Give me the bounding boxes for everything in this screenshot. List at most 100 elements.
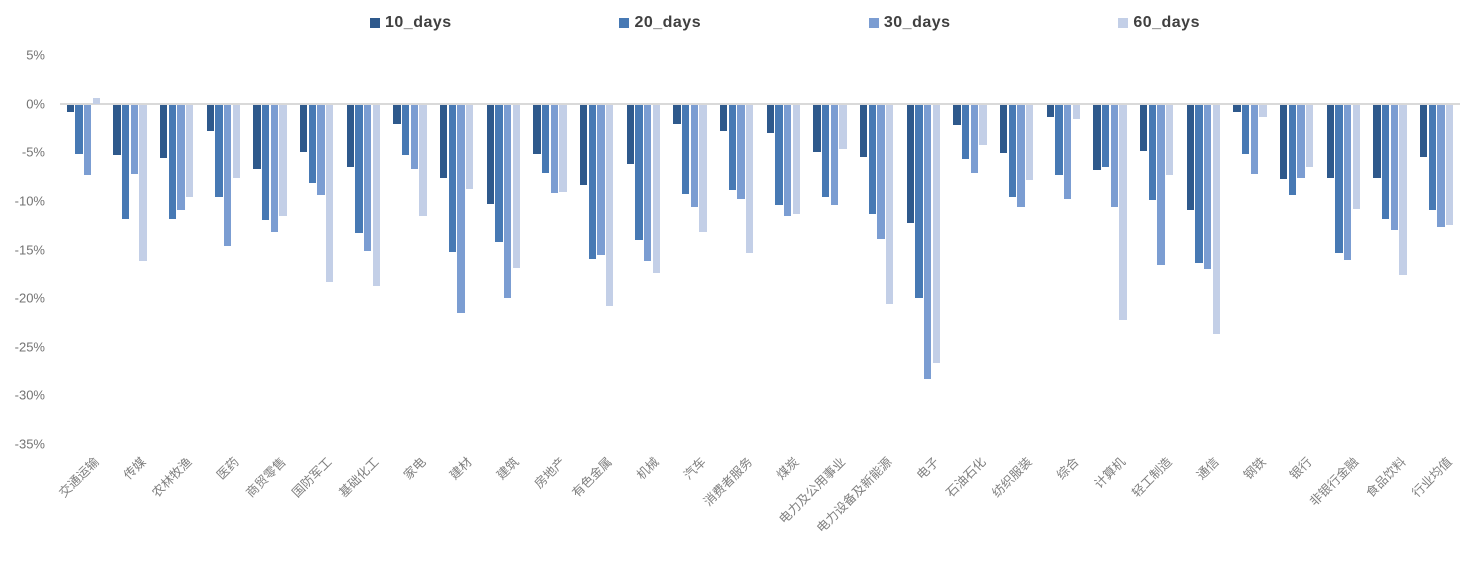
bar-60_days-基础化工 bbox=[372, 104, 381, 287]
bar-30_days-有色金属 bbox=[597, 104, 605, 256]
bar-10_days-农林牧渔 bbox=[159, 104, 168, 159]
bar-30_days-商贸零售 bbox=[270, 104, 279, 232]
bar-60_days-电力设备及新能源 bbox=[885, 104, 894, 304]
bar-30_days-建筑 bbox=[503, 104, 512, 299]
x-axis-label: 计算机 bbox=[1091, 454, 1129, 492]
x-axis-label: 钢铁 bbox=[1240, 454, 1269, 483]
bar-60_days-轻工制造 bbox=[1165, 104, 1174, 175]
bar-30_days-行业均值 bbox=[1437, 104, 1445, 228]
x-axis: 交通运输 传媒 农林牧渔 医药 商贸零售 国防军工 基础化工 家电 建材 建筑 房地产 有色金属 机械汽… bbox=[56, 448, 1460, 564]
bar-10_days-医药 bbox=[206, 104, 215, 131]
bar-10_days-行业均值 bbox=[1419, 104, 1428, 158]
x-axis-label: 机械 bbox=[634, 454, 662, 483]
bar-60_days-石油石化 bbox=[979, 104, 987, 146]
bar-10_days-有色金属 bbox=[579, 104, 588, 186]
bar-20_days-商贸零售 bbox=[261, 104, 270, 221]
y-axis-tick-label: 0% bbox=[26, 96, 45, 112]
bar-60_days-商贸零售 bbox=[279, 104, 287, 217]
bar-10_days-建筑 bbox=[486, 104, 495, 204]
bar-60_days-建筑 bbox=[512, 104, 521, 268]
legend-label: 60_days bbox=[1133, 14, 1200, 31]
bar-20_days-综合 bbox=[1055, 104, 1063, 175]
bar-30_days-银行 bbox=[1297, 104, 1305, 178]
bar-10_days-计算机 bbox=[1093, 104, 1101, 170]
bar-30_days-计算机 bbox=[1110, 104, 1119, 207]
bar-30_days-煤炭 bbox=[783, 104, 792, 217]
bar-60_days-医药 bbox=[232, 104, 241, 178]
bar-60_days-电子 bbox=[932, 104, 941, 364]
x-axis-label: 家电 bbox=[400, 454, 429, 483]
y-axis-tick-label: -35% bbox=[14, 436, 45, 452]
x-axis-label: 建材 bbox=[447, 454, 476, 483]
x-axis-label: 消费者服务 bbox=[700, 454, 756, 509]
bar-30_days-纺织服装 bbox=[1017, 104, 1025, 207]
bar-60_days-房地产 bbox=[559, 104, 567, 193]
x-axis-label: 电子 bbox=[914, 454, 942, 483]
bar-10_days-国防军工 bbox=[299, 104, 308, 153]
x-axis-label: 轻工制造 bbox=[1129, 454, 1176, 501]
bar-60_days-建材 bbox=[465, 104, 474, 190]
legend-marker-icon bbox=[868, 18, 879, 28]
y-axis-tick-label: -30% bbox=[14, 387, 45, 403]
bar-30_days-电力设备及新能源 bbox=[877, 104, 885, 239]
x-axis-label: 银行 bbox=[1287, 454, 1316, 483]
bar-20_days-计算机 bbox=[1101, 104, 1110, 167]
y-axis-tick-label: -10% bbox=[14, 193, 45, 209]
y-axis-tick-label: 5% bbox=[26, 47, 45, 63]
bar-20_days-非银行金融 bbox=[1335, 104, 1343, 254]
bar-60_days-纺织服装 bbox=[1025, 104, 1034, 181]
bar-30_days-基础化工 bbox=[363, 104, 372, 252]
x-axis-label: 石油石化 bbox=[943, 454, 989, 501]
bar-60_days-食品饮料 bbox=[1399, 104, 1407, 275]
bar-10_days-食品饮料 bbox=[1373, 104, 1381, 178]
bar-30_days-机械 bbox=[643, 104, 652, 262]
bar-10_days-机械 bbox=[626, 104, 635, 164]
bar-30_days-农林牧渔 bbox=[177, 104, 185, 210]
bar-30_days-家电 bbox=[410, 104, 419, 169]
bar-10_days-轻工制造 bbox=[1139, 104, 1148, 152]
bar-10_days-家电 bbox=[393, 104, 401, 125]
bar-30_days-汽车 bbox=[690, 104, 699, 207]
legend-label: 10_days bbox=[385, 14, 452, 31]
x-axis-label: 有色金属 bbox=[569, 454, 616, 501]
bar-10_days-通信 bbox=[1186, 104, 1195, 210]
y-axis: 5% 0% -5% -10% -15% -20% -25% -30% -35% bbox=[0, 48, 48, 452]
bar-30_days-综合 bbox=[1063, 104, 1072, 199]
bar-60_days-消费者服务 bbox=[745, 104, 754, 254]
bar-20_days-建材 bbox=[448, 104, 457, 253]
bar-10_days-建材 bbox=[439, 104, 448, 178]
bar-20_days-医药 bbox=[215, 104, 223, 197]
legend-marker-icon bbox=[370, 18, 380, 28]
legend-item-60_days: 60_days bbox=[1118, 14, 1200, 32]
legend-label: 30_days bbox=[883, 14, 951, 31]
x-axis-label: 传媒 bbox=[120, 454, 149, 483]
bar-60_days-电力及公用事业 bbox=[839, 104, 847, 150]
chart-legend: 10_days 20_days 30_days 60_days bbox=[370, 14, 1200, 32]
bar-20_days-国防军工 bbox=[308, 104, 317, 184]
bar-30_days-石油石化 bbox=[970, 104, 979, 173]
y-axis-tick-label: -5% bbox=[21, 144, 45, 160]
x-axis-label: 汽车 bbox=[680, 454, 709, 483]
bar-20_days-食品饮料 bbox=[1381, 104, 1390, 220]
x-axis-label: 食品饮料 bbox=[1363, 454, 1409, 501]
bar-20_days-基础化工 bbox=[355, 104, 363, 233]
legend-item-20_days: 20_days bbox=[619, 14, 701, 32]
x-axis-label: 非银行金融 bbox=[1307, 454, 1362, 509]
bar-30_days-交通运输 bbox=[83, 104, 92, 175]
bar-20_days-电力设备及新能源 bbox=[868, 104, 877, 215]
x-axis-label: 纺织服装 bbox=[989, 454, 1036, 501]
bar-60_days-非银行金融 bbox=[1352, 104, 1361, 209]
x-axis-label: 煤炭 bbox=[774, 454, 802, 483]
bar-20_days-有色金属 bbox=[588, 104, 597, 260]
bar-20_days-交通运输 bbox=[75, 104, 83, 155]
y-axis-tick-label: -20% bbox=[14, 290, 45, 306]
legend-label: 20_days bbox=[634, 14, 702, 31]
bar-20_days-纺织服装 bbox=[1008, 104, 1017, 197]
bar-10_days-银行 bbox=[1279, 104, 1288, 180]
bar-30_days-通信 bbox=[1203, 104, 1212, 269]
bar-10_days-非银行金融 bbox=[1326, 104, 1335, 178]
x-axis-label: 商贸零售 bbox=[243, 454, 289, 501]
bar-10_days-商贸零售 bbox=[253, 104, 261, 169]
bar-10_days-传媒 bbox=[113, 104, 121, 156]
bar-10_days-电子 bbox=[906, 104, 915, 224]
